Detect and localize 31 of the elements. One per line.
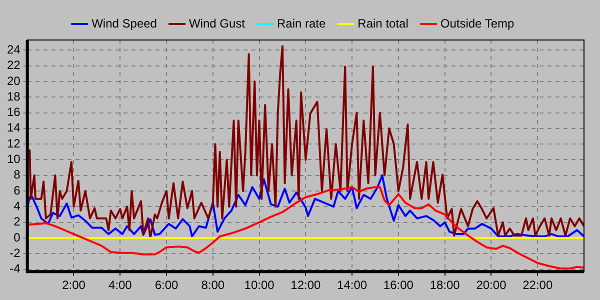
y-tick-label: -4	[10, 262, 21, 276]
x-tick-label: 2:00	[62, 278, 86, 292]
x-tick-label: 14:00	[337, 278, 368, 292]
y-tick-label: -2	[10, 246, 21, 260]
y-tick-label: 2	[14, 214, 21, 229]
y-tick-label: 0	[14, 230, 21, 244]
y-tick-label: 18	[6, 89, 21, 104]
legend-label: Wind Gust	[188, 16, 246, 30]
y-tick-label: 14	[6, 120, 21, 135]
legend-label: Outside Temp	[440, 16, 515, 30]
x-tick-label: 10:00	[244, 278, 275, 292]
legend-label: Wind Speed	[92, 16, 157, 30]
x-tick-label: 6:00	[154, 278, 179, 292]
x-tick-label: 16:00	[383, 278, 414, 292]
x-tick-label: 8:00	[201, 278, 225, 292]
y-tick-label: 4	[14, 198, 21, 213]
x-tick-label: 4:00	[108, 278, 132, 292]
legend-label: Rain total	[358, 16, 408, 30]
x-tick-label: 22:00	[522, 278, 553, 292]
y-tick-label: 20	[6, 74, 21, 88]
y-tick-label: 24	[6, 42, 21, 56]
x-tick-label: 12:00	[290, 278, 322, 292]
y-tick-label: 8	[14, 168, 21, 182]
x-tick-label: 18:00	[430, 278, 460, 292]
y-tick-label: 22	[6, 58, 21, 72]
x-tick-label: 20:00	[476, 278, 507, 292]
y-tick-label: 10	[6, 152, 21, 166]
y-tick-label: 16	[6, 105, 21, 120]
y-tick-label: 6	[14, 183, 21, 198]
y-tick-label: 12	[6, 136, 21, 150]
legend-label: Rain rate	[276, 16, 326, 30]
